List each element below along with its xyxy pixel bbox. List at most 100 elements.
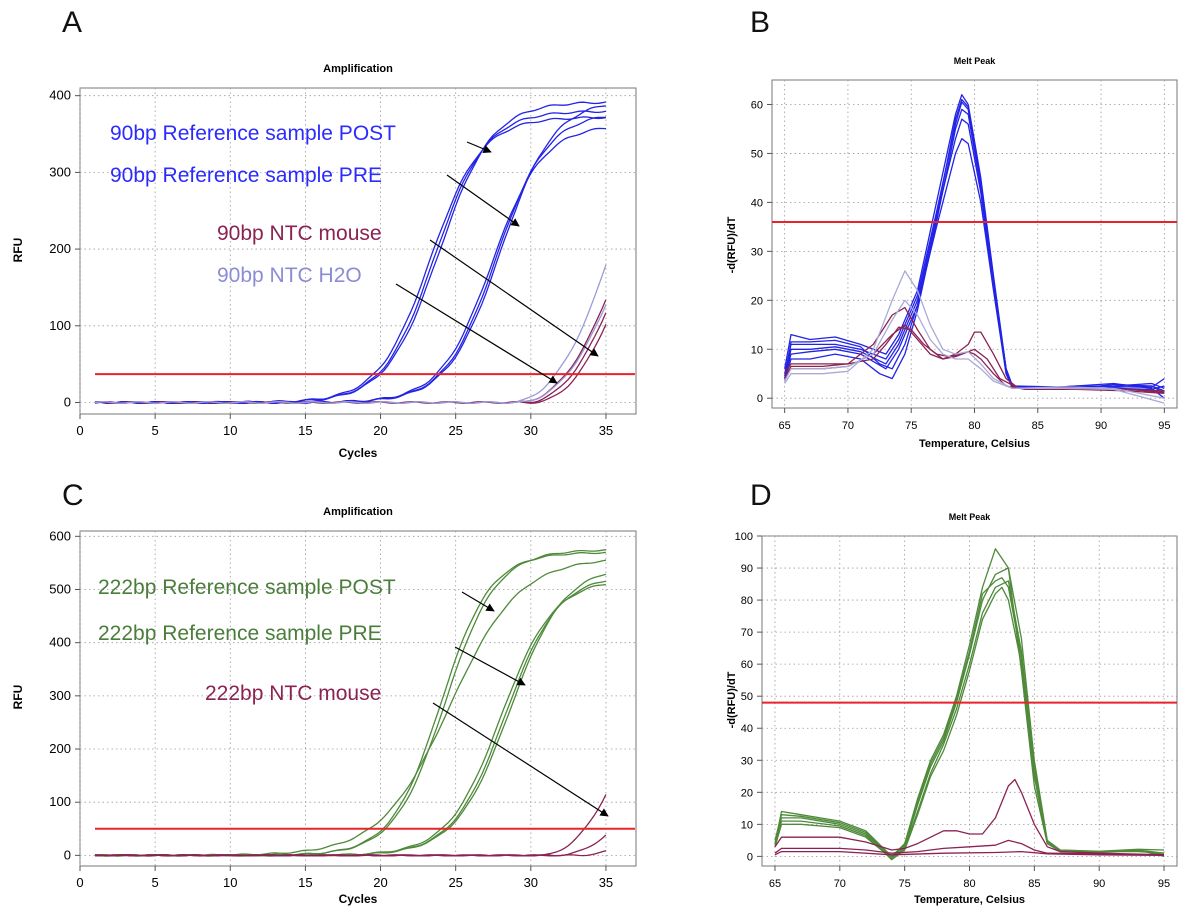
x-tick-label: 15 bbox=[298, 875, 312, 890]
annotation-label: 90bp Reference sample PRE bbox=[110, 164, 382, 187]
series-line bbox=[774, 577, 1165, 858]
y-tick-label: 100 bbox=[735, 531, 753, 543]
y-tick-label: 0 bbox=[64, 394, 71, 409]
panel-letter: C bbox=[62, 479, 84, 512]
x-tick-label: 90 bbox=[1095, 420, 1107, 432]
chart-title: Melt Peak bbox=[949, 512, 992, 522]
y-tick-label: 100 bbox=[49, 318, 71, 333]
panel-b: B Melt Peak 65 70 75 80 85 90 95 0 10 20 30 40 50 60 Tem… bbox=[726, 6, 1178, 450]
annotation-label: 222bp Reference sample PRE bbox=[98, 622, 382, 645]
x-axis-label: Temperature, Celsius bbox=[914, 894, 1025, 906]
y-tick-label: 60 bbox=[741, 659, 753, 671]
x-tick-label: 95 bbox=[1158, 878, 1170, 890]
y-axis-label: -d(RFU)/dT bbox=[726, 216, 738, 273]
y-tick-label: 30 bbox=[741, 755, 753, 767]
y-tick-label: 10 bbox=[751, 344, 763, 356]
x-axis-label: Cycles bbox=[339, 892, 378, 906]
x-tick-label: 25 bbox=[448, 423, 462, 438]
annotation-arrow bbox=[461, 591, 495, 612]
chart-title: Amplification bbox=[323, 506, 393, 518]
y-tick-label: 400 bbox=[49, 635, 71, 650]
annotation-arrow bbox=[446, 174, 520, 227]
y-tick-label: 80 bbox=[741, 595, 753, 607]
x-tick-label: 35 bbox=[599, 423, 613, 438]
series-line bbox=[94, 849, 607, 857]
x-tick-label: 65 bbox=[779, 420, 791, 432]
y-tick-label: 0 bbox=[757, 393, 763, 405]
x-tick-label: 25 bbox=[448, 875, 462, 890]
y-tick-label: 100 bbox=[49, 794, 71, 809]
y-tick-label: 10 bbox=[741, 819, 753, 831]
series-line bbox=[784, 299, 1165, 399]
x-tick-label: 75 bbox=[899, 878, 911, 890]
x-tick-label: 20 bbox=[373, 423, 387, 438]
x-tick-label: 90 bbox=[1093, 878, 1105, 890]
y-tick-label: 600 bbox=[49, 528, 71, 543]
y-tick-label: 300 bbox=[49, 164, 71, 179]
x-axis-label: Cycles bbox=[339, 446, 378, 460]
y-tick-label: 200 bbox=[49, 241, 71, 256]
series-line bbox=[774, 839, 1165, 856]
panel-d: D Melt Peak 65 70 75 80 85 90 95 0 10 20 30 40 50 60 70 8… bbox=[726, 479, 1178, 906]
x-tick-label: 35 bbox=[599, 875, 613, 890]
annotation-arrow bbox=[395, 283, 558, 384]
y-tick-label: 40 bbox=[751, 197, 763, 209]
x-tick-label: 70 bbox=[834, 878, 846, 890]
panel-letter: A bbox=[62, 6, 82, 39]
series-line bbox=[774, 778, 1165, 856]
y-tick-label: 20 bbox=[751, 295, 763, 307]
plot-area bbox=[771, 79, 1178, 409]
x-tick-label: 15 bbox=[298, 423, 312, 438]
y-tick-label: 0 bbox=[64, 847, 71, 862]
y-axis-label: RFU bbox=[11, 685, 25, 710]
series-group bbox=[94, 101, 607, 405]
annotation-label: 90bp Reference sample POST bbox=[110, 122, 396, 145]
annotation-label: 222bp NTC mouse bbox=[205, 682, 381, 705]
y-tick-label: 20 bbox=[741, 787, 753, 799]
panel-letter: D bbox=[750, 479, 772, 512]
y-axis-label: RFU bbox=[11, 238, 25, 263]
y-tick-label: 50 bbox=[751, 148, 763, 160]
series-group bbox=[774, 548, 1165, 861]
x-tick-label: 65 bbox=[769, 878, 781, 890]
series-line bbox=[774, 850, 1165, 857]
y-tick-label: 200 bbox=[49, 741, 71, 756]
x-tick-label: 85 bbox=[1028, 878, 1040, 890]
x-tick-label: 5 bbox=[152, 423, 159, 438]
x-tick-label: 10 bbox=[223, 875, 237, 890]
annotation-arrow bbox=[466, 141, 492, 153]
plot-area bbox=[79, 87, 637, 415]
y-tick-label: 400 bbox=[49, 88, 71, 103]
y-tick-label: 30 bbox=[751, 246, 763, 258]
chart-title: Melt Peak bbox=[954, 56, 997, 66]
x-tick-label: 80 bbox=[968, 420, 980, 432]
series-group bbox=[784, 94, 1165, 404]
y-tick-label: 300 bbox=[49, 688, 71, 703]
x-tick-label: 5 bbox=[152, 875, 159, 890]
annotation-label: 222bp Reference sample POST bbox=[98, 576, 396, 599]
x-tick-label: 20 bbox=[373, 875, 387, 890]
y-tick-label: 500 bbox=[49, 581, 71, 596]
chart-title: Amplification bbox=[323, 63, 393, 75]
annotation-arrow bbox=[454, 646, 526, 686]
panel-a: A Amplification 0 5 10 15 20 25 30 35 0 100 200 300 40… bbox=[11, 6, 637, 460]
x-tick-label: 30 bbox=[524, 875, 538, 890]
x-tick-label: 0 bbox=[76, 423, 83, 438]
plot-area bbox=[79, 530, 637, 867]
series-line bbox=[94, 304, 607, 404]
x-tick-label: 85 bbox=[1032, 420, 1044, 432]
panel-c: C Amplification 0 5 10 15 20 25 30 35 0 100 200 300 40… bbox=[11, 479, 637, 906]
x-tick-label: 80 bbox=[963, 878, 975, 890]
x-tick-label: 70 bbox=[842, 420, 854, 432]
annotation-arrow bbox=[429, 239, 599, 357]
annotation-arrow bbox=[432, 702, 609, 817]
y-tick-label: 50 bbox=[741, 691, 753, 703]
series-line bbox=[774, 586, 1165, 861]
annotation-label: 90bp NTC mouse bbox=[217, 222, 382, 245]
y-tick-label: 40 bbox=[741, 723, 753, 735]
x-tick-label: 75 bbox=[905, 420, 917, 432]
y-tick-label: 60 bbox=[751, 99, 763, 111]
panel-letter: B bbox=[750, 6, 770, 39]
y-tick-label: 0 bbox=[747, 851, 753, 863]
